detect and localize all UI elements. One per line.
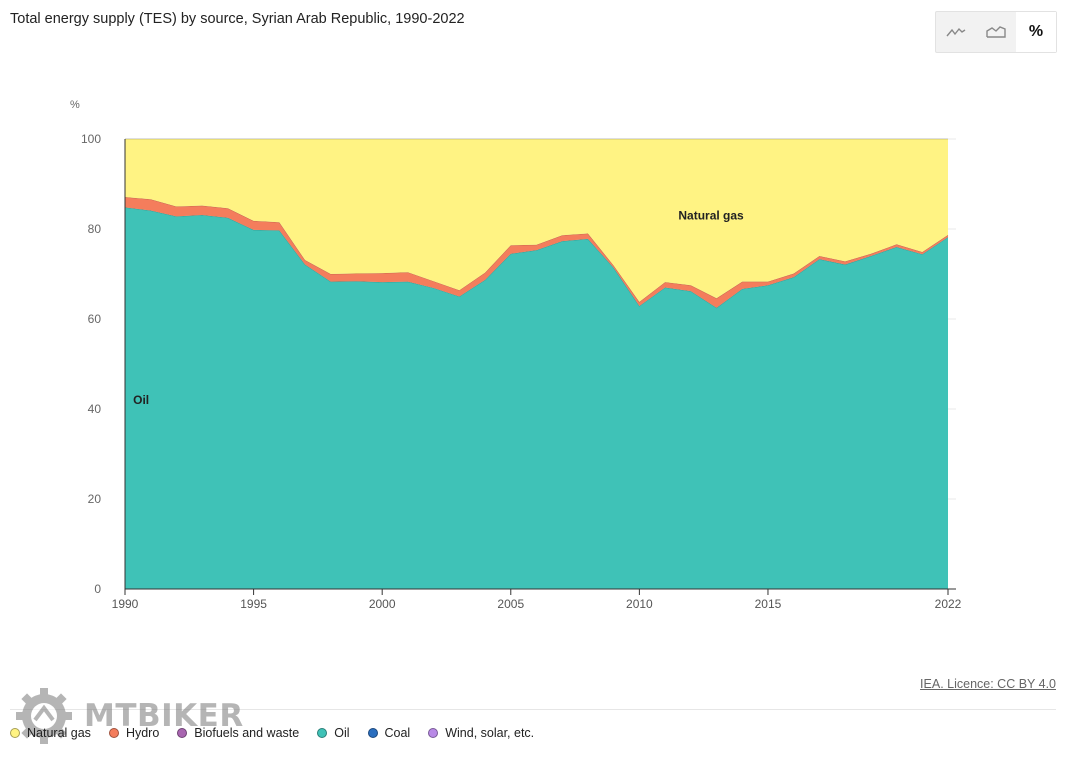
legend-swatch — [367, 728, 378, 738]
legend-label: Biofuels and waste — [194, 726, 300, 740]
legend-label: Wind, solar, etc. — [445, 726, 535, 740]
stacked-area-chart: 0 20 40 60 80 100% 1990 1995 2000 2005 2010 2015 202… — [70, 99, 962, 611]
chart-view-toggle: % — [935, 11, 1057, 53]
percent-button[interactable]: % — [1016, 12, 1056, 52]
x-tick-label: 1995 — [240, 597, 267, 611]
legend-item[interactable]: Wind, solar, etc. — [428, 726, 534, 740]
chart-legend: Natural gas Hydro Biofuels and waste Oil Coa… — [10, 726, 534, 740]
legend-item[interactable]: Natural gas — [10, 726, 91, 740]
area-series — [125, 207, 948, 589]
x-tick-label: 2010 — [626, 597, 653, 611]
y-axis-label: % — [70, 99, 80, 111]
legend-swatch — [317, 728, 328, 738]
area-series — [125, 197, 948, 308]
y-tick-label: 60 — [88, 312, 102, 326]
legend-swatch — [177, 728, 188, 738]
area-chart-button[interactable] — [976, 12, 1016, 52]
y-tick-label: 0 — [94, 582, 101, 596]
gear-logo-icon — [16, 688, 72, 744]
legend-label: Hydro — [125, 726, 160, 740]
chart-title: Total energy supply (TES) by source, Syr… — [10, 11, 465, 27]
area-series — [125, 139, 948, 302]
legend-label: Oil — [334, 726, 350, 740]
x-tick-label: 2000 — [369, 597, 396, 611]
line-chart-icon — [946, 27, 966, 37]
legend-divider — [10, 709, 1056, 710]
x-tick-label: 1990 — [112, 597, 139, 611]
y-tick-label: 40 — [88, 402, 102, 416]
legend-item[interactable]: Coal — [367, 726, 411, 740]
y-tick-label: 100 — [81, 132, 101, 146]
line-chart-button[interactable] — [936, 12, 976, 52]
legend-swatch — [10, 728, 20, 738]
legend-item[interactable]: Oil — [317, 726, 350, 740]
y-tick-label: 20 — [88, 492, 102, 506]
source-licence-link[interactable]: IEA. Licence: CC BY 4.0 — [920, 677, 1056, 691]
series-annotation: Oil — [133, 393, 149, 407]
legend-swatch — [108, 728, 119, 738]
legend-item[interactable]: Hydro — [108, 726, 160, 740]
percent-icon: % — [1028, 23, 1044, 40]
x-tick-label: 2005 — [497, 597, 524, 611]
area-chart-icon — [986, 26, 1006, 38]
legend-label: Natural gas — [27, 726, 91, 740]
watermark: MTBIKER — [14, 686, 244, 746]
legend-item[interactable]: Biofuels and waste — [177, 726, 299, 740]
series-annotation: Natural gas — [678, 209, 744, 223]
y-tick-label: 80 — [88, 222, 102, 236]
x-tick-label: 2015 — [755, 597, 782, 611]
x-tick-label: 2022 — [935, 597, 962, 611]
legend-swatch — [428, 728, 439, 738]
legend-label: Coal — [384, 726, 411, 740]
